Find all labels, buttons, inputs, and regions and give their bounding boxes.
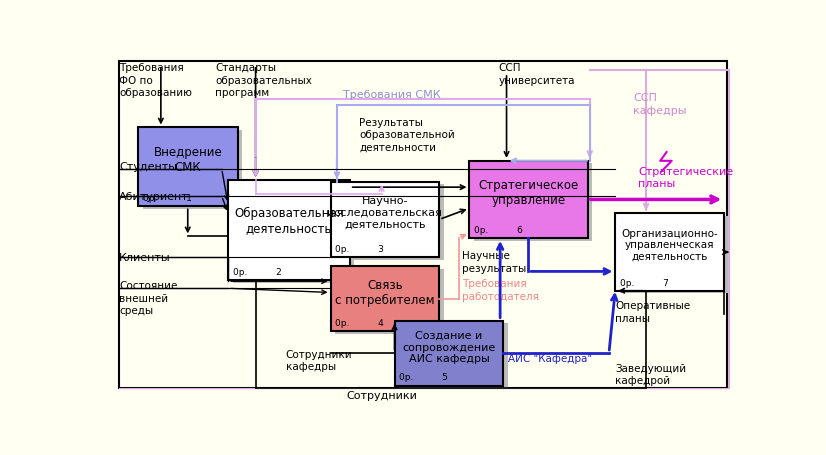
- Bar: [139, 128, 238, 207]
- Text: Образовательная
деятельность: Образовательная деятельность: [234, 207, 344, 235]
- Bar: [335, 269, 444, 334]
- Text: Сотрудники
кафедры: Сотрудники кафедры: [286, 349, 353, 371]
- Bar: [395, 321, 503, 386]
- Text: 0р.          6: 0р. 6: [474, 225, 523, 234]
- Text: Заведующий
кафедрой: Заведующий кафедрой: [615, 363, 686, 385]
- Text: Стандарты
образовательных
программ: Стандарты образовательных программ: [216, 63, 312, 98]
- Text: 0р.          4: 0р. 4: [335, 318, 384, 327]
- Text: Связь
с потребителем: Связь с потребителем: [335, 278, 434, 307]
- Bar: [330, 182, 439, 258]
- Text: Создание и
сопровождение
АИС кафедры: Создание и сопровождение АИС кафедры: [402, 330, 496, 364]
- Text: Организационно-
управленческая
деятельность: Организационно- управленческая деятельно…: [621, 228, 718, 262]
- Text: Клиенты: Клиенты: [119, 253, 171, 263]
- Text: Студенты: Студенты: [119, 162, 178, 172]
- Text: Научные
результаты: Научные результаты: [462, 251, 526, 273]
- Bar: [615, 214, 724, 291]
- Text: Требования СМК: Требования СМК: [343, 90, 440, 100]
- Text: ССП
университета: ССП университета: [499, 63, 576, 86]
- Text: 0р.          5: 0р. 5: [399, 373, 448, 381]
- Text: Абитуриент: Абитуриент: [119, 192, 189, 202]
- Bar: [469, 162, 588, 238]
- Text: Требования
ФО по
образованию: Требования ФО по образованию: [119, 63, 192, 98]
- Text: АИС "Кафедра": АИС "Кафедра": [508, 353, 592, 363]
- Text: 0р.          1: 0р. 1: [143, 194, 192, 203]
- Text: Стратегические
планы: Стратегические планы: [638, 167, 733, 189]
- Text: Научно-
исследовательская
деятельность: Научно- исследовательская деятельность: [327, 196, 443, 229]
- Text: Состояние
внешней
среды: Состояние внешней среды: [119, 281, 178, 315]
- Bar: [228, 181, 349, 281]
- Bar: [474, 164, 592, 241]
- Text: Внедрение
СМК: Внедрение СМК: [154, 146, 222, 174]
- Text: 0р.          7: 0р. 7: [620, 278, 669, 287]
- Text: Сотрудники: Сотрудники: [346, 390, 417, 400]
- Text: ССП
кафедры: ССП кафедры: [634, 93, 687, 116]
- Text: Оперативные
планы: Оперативные планы: [615, 301, 691, 323]
- Bar: [620, 217, 729, 293]
- Text: 0р.          2: 0р. 2: [233, 268, 282, 276]
- Bar: [335, 185, 444, 260]
- Text: 0р.          3: 0р. 3: [335, 245, 384, 253]
- Bar: [233, 183, 354, 283]
- Text: Стратегическое
управление: Стратегическое управление: [478, 178, 579, 206]
- Bar: [330, 267, 439, 331]
- Text: Требования
работодателя: Требования работодателя: [462, 279, 539, 301]
- Bar: [143, 131, 242, 209]
- Text: Результаты
образовательной
деятельности: Результаты образовательной деятельности: [359, 118, 455, 152]
- Bar: [399, 324, 508, 388]
